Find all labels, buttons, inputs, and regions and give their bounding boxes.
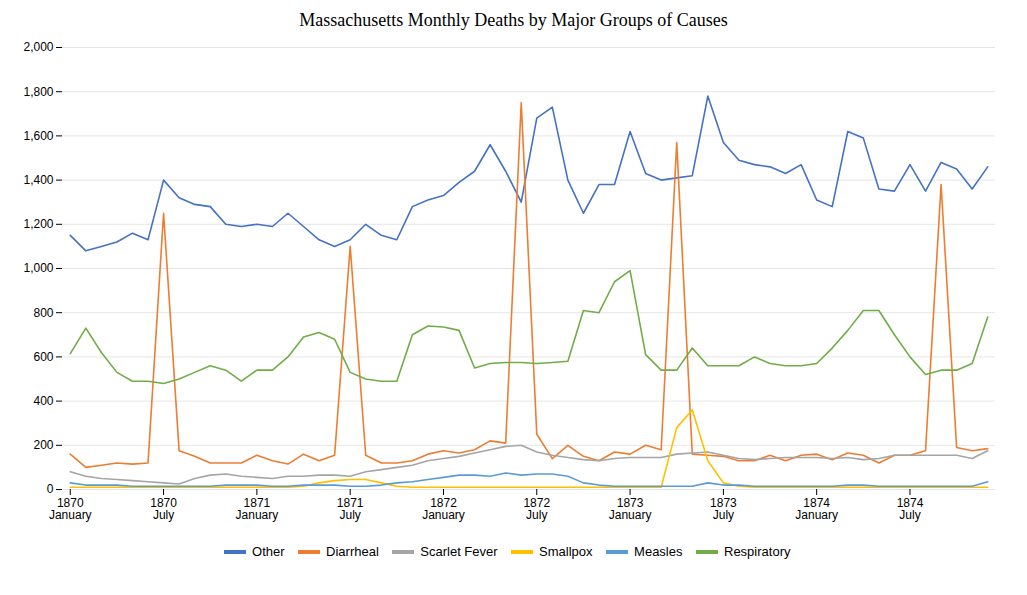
svg-text:0: 0: [47, 482, 54, 496]
html-text:Scarlet Fever: Scarlet Fever: [420, 544, 498, 559]
svg-text:1871January: 1871January: [236, 496, 279, 522]
svg-text:1,200: 1,200: [23, 217, 53, 231]
html-text:Measles: Measles: [634, 544, 683, 559]
html-text:Respiratory: Respiratory: [724, 544, 791, 559]
html-text:Other: Other: [252, 544, 285, 559]
svg-text:1870January: 1870January: [49, 496, 92, 522]
svg-text:1,400: 1,400: [23, 173, 53, 187]
svg-text:1873January: 1873January: [609, 496, 652, 522]
svg-text:1871July: 1871July: [337, 496, 364, 522]
html-text:Massachusetts Monthly Deaths b: Massachusetts Monthly Deaths by Major Gr…: [299, 10, 728, 30]
svg-text:1874July: 1874July: [897, 496, 924, 522]
svg-text:200: 200: [33, 438, 53, 452]
svg-text:1,600: 1,600: [23, 129, 53, 143]
svg-text:1,000: 1,000: [23, 261, 53, 275]
svg-text:1873July: 1873July: [710, 496, 737, 522]
svg-text:400: 400: [33, 394, 53, 408]
html-text:Diarrheal: Diarrheal: [326, 544, 379, 559]
svg-text:1872July: 1872July: [523, 496, 550, 522]
svg-text:800: 800: [33, 306, 53, 320]
svg-text:1,800: 1,800: [23, 85, 53, 99]
html-text:Smallpox: Smallpox: [539, 544, 593, 559]
svg-text:600: 600: [33, 350, 53, 364]
svg-text:1874January: 1874January: [795, 496, 838, 522]
svg-text:1870July: 1870July: [150, 496, 177, 522]
svg-text:2,000: 2,000: [23, 40, 53, 54]
svg-text:1872January: 1872January: [422, 496, 465, 522]
